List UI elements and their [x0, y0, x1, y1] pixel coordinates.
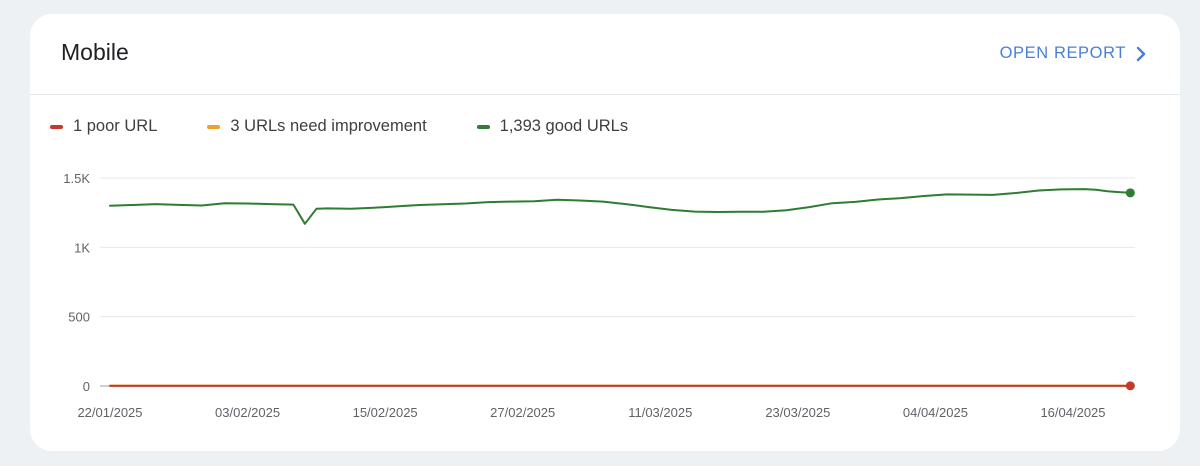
series-end-point — [1125, 188, 1135, 198]
x-tick-label: 15/02/2025 — [353, 405, 418, 420]
y-tick-label: 1.5K — [63, 171, 90, 186]
x-tick-label: 11/03/2025 — [628, 405, 692, 420]
x-tick-label: 27/02/2025 — [490, 405, 555, 420]
x-tick-label: 03/02/2025 — [215, 405, 280, 420]
x-tick-label: 22/01/2025 — [77, 405, 142, 420]
legend-swatch-good — [476, 124, 490, 129]
legend-swatch-poor — [50, 124, 63, 129]
x-tick-label: 23/03/2025 — [765, 405, 830, 420]
x-tick-label: 04/04/2025 — [903, 405, 968, 420]
card-header: Mobile OPEN REPORT — [30, 14, 1180, 95]
legend-label-need-improvement: 3 URLs need improvement — [230, 117, 427, 135]
legend-item-poor[interactable]: 1 poor URL — [50, 117, 157, 136]
series-line — [109, 188, 1132, 225]
legend-swatch-need-improvement — [207, 124, 221, 129]
legend-label-poor: 1 poor URL — [73, 117, 158, 135]
legend-item-need-improvement[interactable]: 3 URLs need improvement — [207, 117, 427, 136]
y-tick-label: 500 — [68, 310, 90, 325]
y-tick-label: 1K — [74, 240, 90, 255]
y-tick-label: 0 — [83, 379, 90, 394]
line-chart: 0 500 1K 1.5K 22/01/2025 03/02/2025 15/02/2025… — [63, 171, 1135, 420]
legend-item-good[interactable]: 1,393 good URLs — [476, 117, 629, 136]
series-end-point — [1125, 381, 1135, 391]
open-report-button[interactable]: OPEN REPORT — [1000, 44, 1146, 63]
x-tick-label: 16/04/2025 — [1040, 405, 1105, 420]
legend-label-good: 1,393 good URLs — [499, 117, 629, 135]
card-title: Mobile — [61, 39, 129, 65]
open-report-label: OPEN REPORT — [999, 44, 1126, 62]
chevron-right-icon — [1136, 46, 1146, 61]
chart-legend: 1 poor URL 3 URLs need improvement 1,393… — [50, 117, 628, 136]
report-card: Mobile OPEN REPORT 1 poor URL 3 URLs nee… — [30, 14, 1180, 451]
